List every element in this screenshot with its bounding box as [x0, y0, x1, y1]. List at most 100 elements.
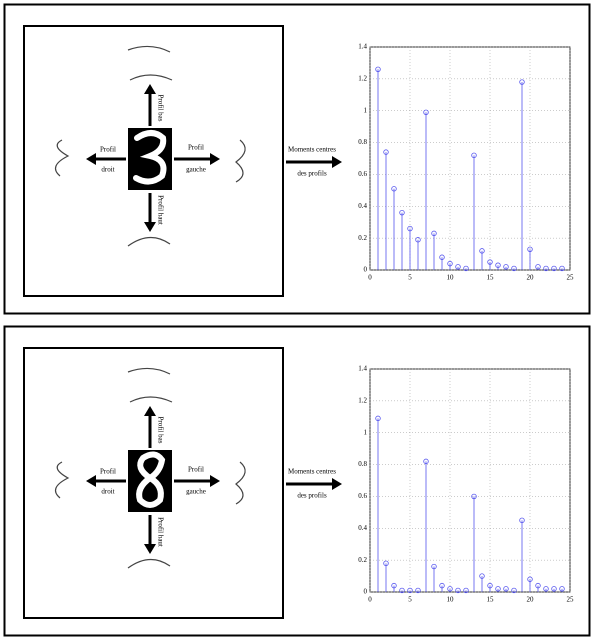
stem-marker: [455, 587, 461, 594]
profile-curve: [54, 139, 70, 177]
stem-marker: [527, 576, 533, 582]
plot-area: [369, 368, 571, 593]
stem-marker: [383, 560, 389, 567]
y-tick-label: 1.2: [358, 396, 367, 404]
stem-marker: [551, 586, 557, 592]
arrow-head: [210, 475, 220, 487]
y-tick-label: 1.2: [358, 74, 367, 82]
arrow-head: [86, 475, 96, 487]
profile-label: Profil haut: [156, 195, 164, 225]
stem-marker: [399, 209, 405, 216]
stem-marker: [495, 262, 501, 268]
y-tick-label: 0.4: [358, 524, 367, 532]
y-tick-label: 0.6: [358, 492, 367, 500]
stem-marker: [407, 587, 413, 594]
x-tick-label: 25: [567, 596, 575, 604]
profile-label: droit: [101, 488, 114, 496]
x-tick-label: 5: [408, 596, 412, 604]
stem-marker: [535, 582, 541, 589]
arrow-head: [332, 478, 342, 490]
arrow-head: [144, 406, 156, 416]
y-tick-label: 0: [364, 588, 368, 596]
profile-curve: [235, 461, 246, 505]
arrow-head: [332, 156, 342, 168]
stem-marker: [543, 265, 549, 272]
x-tick-label: 5: [408, 274, 412, 282]
stem-marker: [535, 264, 541, 270]
stem-marker: [487, 259, 493, 265]
profile-curve: [127, 558, 171, 569]
y-tick-label: 0: [364, 266, 368, 274]
stem-marker: [559, 265, 565, 272]
stem-marker: [503, 264, 509, 270]
profile-curve: [129, 396, 173, 403]
stem-marker: [503, 586, 509, 592]
arrow-label: Moments centres: [288, 146, 336, 154]
y-tick-label: 1: [364, 106, 368, 114]
profile-curve: [129, 74, 173, 81]
stem-marker: [399, 587, 405, 594]
y-tick-label: 0.8: [358, 460, 367, 468]
stem-marker: [487, 582, 493, 589]
y-tick-label: 0.6: [358, 170, 367, 178]
arrow-label: des profils: [297, 492, 327, 500]
stem-marker: [431, 230, 437, 237]
stem-marker: [407, 225, 413, 232]
stem-marker: [391, 186, 397, 192]
stem-marker: [423, 109, 429, 116]
digit: [133, 130, 167, 185]
x-tick-label: 25: [567, 274, 575, 282]
profile-label: Profil: [100, 146, 116, 154]
x-tick-label: 0: [368, 274, 372, 282]
y-tick-label: 0.8: [358, 138, 367, 146]
profile-label: Profil: [100, 468, 116, 476]
panel-border: [3, 325, 591, 637]
digit: [136, 451, 166, 508]
stem-marker: [463, 265, 469, 272]
arrow-head: [144, 84, 156, 94]
stem-marker: [479, 573, 485, 579]
stem-marker: [375, 415, 381, 422]
panel: Profil bas Profil haut Profil droit Profil ga…: [3, 325, 591, 637]
profile-label: Profil bas: [156, 416, 164, 443]
x-tick-label: 15: [487, 274, 495, 282]
stem-marker: [551, 265, 557, 272]
x-tick-label: 15: [487, 596, 495, 604]
panel-border: [3, 3, 591, 315]
stem-marker: [543, 586, 549, 592]
y-tick-label: 0.2: [358, 556, 367, 564]
stem-marker: [527, 246, 533, 252]
stem-marker: [447, 260, 453, 267]
stem-marker: [439, 254, 445, 260]
arrow-head: [210, 153, 220, 165]
profile-curve: [127, 236, 171, 247]
profile-label: Profil bas: [156, 94, 164, 121]
stem-marker: [495, 586, 501, 592]
stem-marker: [463, 587, 469, 594]
stem-marker: [415, 237, 421, 243]
stem-marker: [431, 563, 437, 570]
y-tick-label: 0.2: [358, 234, 367, 242]
x-tick-label: 0: [368, 596, 372, 604]
x-tick-label: 20: [527, 596, 535, 604]
y-tick-label: 1.4: [358, 365, 367, 373]
profile-label: Profil: [188, 144, 204, 152]
stem-marker: [471, 493, 477, 500]
stem-marker: [559, 586, 565, 592]
profile-curve: [127, 45, 171, 53]
stem-marker: [519, 79, 525, 85]
stem-marker: [471, 152, 477, 159]
stem-marker: [415, 587, 421, 594]
x-tick-label: 10: [447, 274, 455, 282]
profile-curve: [54, 461, 70, 499]
y-tick-label: 1.4: [358, 43, 367, 51]
x-tick-label: 10: [447, 596, 455, 604]
profile-curve: [235, 139, 246, 183]
stem-marker: [511, 265, 517, 272]
profile-label: Profil haut: [156, 517, 164, 547]
arrow-head: [144, 222, 156, 232]
stem-marker: [375, 66, 381, 72]
stem-marker: [447, 586, 453, 592]
stem-marker: [423, 458, 429, 465]
